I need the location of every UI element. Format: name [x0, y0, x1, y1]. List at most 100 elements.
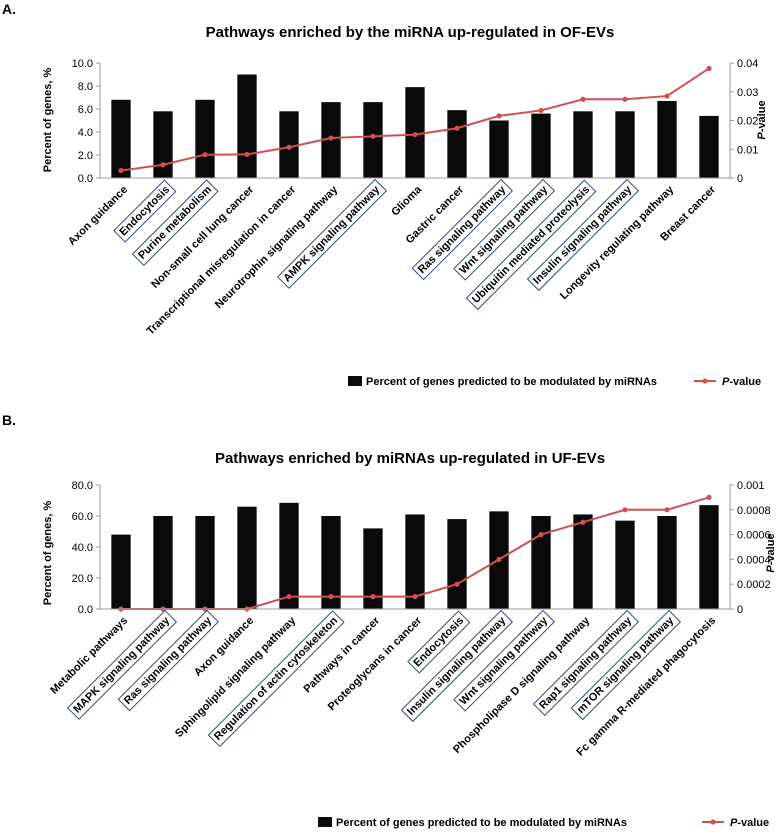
y2-tick-label: 0.04 — [737, 58, 758, 70]
x-tick-group: Axon guidance — [66, 184, 130, 248]
bar — [447, 110, 467, 178]
panel-b-bars — [111, 502, 719, 609]
panel-b-legend-line-label: P-value — [730, 817, 769, 829]
bar — [321, 516, 341, 609]
x-tick-highlight-box — [113, 179, 177, 243]
bar — [657, 516, 677, 609]
y2-tick-label: 0.03 — [737, 87, 758, 99]
y2-tick-label: 0 — [737, 604, 743, 616]
p-value-point — [622, 96, 628, 102]
bar — [699, 505, 719, 609]
p-value-point — [538, 107, 544, 114]
x-tick-highlight-box — [453, 609, 556, 712]
x-tick-highlight-box — [207, 610, 345, 748]
y-tick-label: 60.0 — [72, 511, 93, 523]
y2-tick-label: 0.0002 — [737, 579, 771, 591]
y2-tick-label: 0.0008 — [737, 505, 771, 517]
bar — [111, 99, 131, 178]
panel-a-line — [118, 65, 712, 174]
x-tick-highlight-box — [131, 179, 219, 267]
p-value-point — [538, 532, 544, 538]
x-tick-group: Purine metabolism — [131, 179, 219, 267]
y-tick-label: 20.0 — [72, 573, 93, 585]
bar — [363, 528, 383, 609]
bar — [615, 520, 635, 609]
p-value-point — [202, 152, 208, 158]
bar — [153, 111, 173, 178]
p-value-point — [580, 96, 586, 102]
p-value-point — [118, 167, 124, 174]
x-tick-highlight-box — [526, 178, 640, 292]
x-tick-group: Metabolic pathways — [48, 615, 130, 697]
x-tick-label: Pathways in cancer — [301, 614, 382, 695]
x-tick-label: Glioma — [389, 183, 424, 218]
x-tick-highlight-box — [532, 609, 640, 717]
p-value-point — [328, 135, 334, 141]
p-value-point — [454, 125, 460, 131]
panel-a-legend: Percent of genes predicted to be modulat… — [348, 376, 761, 388]
bar — [237, 506, 257, 609]
y-tick-label: 6.0 — [78, 104, 93, 116]
panel-b-legend-bar-swatch — [318, 817, 332, 827]
y-tick-label: 40.0 — [72, 542, 93, 554]
panel-b-y2-label-p: P — [765, 565, 777, 573]
bar — [447, 519, 467, 609]
p-value-point — [496, 556, 502, 563]
panel-a-y-axis-label: Percent of genes, % — [42, 68, 54, 173]
panel-b: B. Pathways enriched by miRNAs up-regula… — [2, 412, 777, 829]
p-value-point — [622, 507, 628, 513]
y2-tick-label: 0.0004 — [737, 554, 771, 566]
panel-b-y-ticks: 0.0 20.0 40.0 60.0 80.0 — [72, 480, 101, 616]
p-value-point — [412, 131, 418, 138]
panel-a-bars — [111, 74, 719, 178]
y-tick-label: 10.0 — [72, 58, 93, 70]
bar — [699, 115, 719, 178]
p-value-point — [706, 494, 712, 500]
x-tick-highlight-box — [465, 179, 597, 311]
panel-a-legend-p: P — [722, 376, 730, 388]
p-value-point — [706, 65, 712, 72]
panel-b-y2-ticks: 0 0.0002 0.0004 0.0006 0.0008 0.001 — [729, 480, 771, 616]
x-tick-label: Purine metabolism — [136, 184, 214, 262]
panel-a-y2-label-p: P — [756, 132, 768, 140]
panel-a-legend-line-label: P-value — [722, 376, 761, 388]
y-tick-label: 80.0 — [72, 480, 93, 492]
x-tick-group: Glioma — [389, 183, 424, 218]
y2-tick-label: 0.0006 — [737, 530, 771, 542]
bar — [195, 99, 215, 178]
p-value-point — [328, 594, 334, 600]
bar — [153, 516, 173, 609]
p-value-point — [664, 507, 670, 513]
panel-a-legend-bar-label: Percent of genes predicted to be modulat… — [366, 376, 657, 388]
panel-a-y2-label-rest: -value — [756, 100, 768, 132]
bar — [363, 102, 383, 178]
panel-b-title: Pathways enriched by miRNAs up-regulated… — [215, 450, 605, 467]
x-tick-highlight-box — [117, 609, 220, 712]
p-value-point — [664, 93, 670, 99]
y-tick-label: 4.0 — [78, 127, 93, 139]
bar — [489, 120, 509, 178]
y2-tick-label: 0.01 — [737, 144, 758, 156]
panel-a-legend-rest: -value — [729, 376, 761, 388]
x-tick-group: Transcriptional misregulation in cancer — [144, 183, 298, 337]
x-tick-highlight-box — [66, 609, 178, 720]
panel-b-y-axis-label: Percent of genes, % — [42, 501, 54, 606]
x-tick-highlight-box — [276, 178, 388, 289]
p-value-point — [160, 162, 166, 168]
y-tick-label: 2.0 — [78, 150, 93, 162]
panel-b-y2-label-rest: -value — [765, 533, 777, 565]
bar — [531, 113, 551, 178]
y2-tick-label: 0 — [737, 173, 743, 185]
panel-a-legend-line-marker — [702, 378, 708, 384]
p-value-point — [244, 151, 250, 158]
panel-a-legend-bar-swatch — [348, 376, 362, 386]
panel-b-legend: Percent of genes predicted to be modulat… — [318, 817, 769, 829]
bar — [573, 111, 593, 178]
x-tick-label: Transcriptional misregulation in cancer — [144, 183, 298, 337]
y2-tick-label: 0.02 — [737, 116, 758, 128]
bar — [405, 514, 425, 609]
panel-b-label: B. — [2, 412, 16, 428]
